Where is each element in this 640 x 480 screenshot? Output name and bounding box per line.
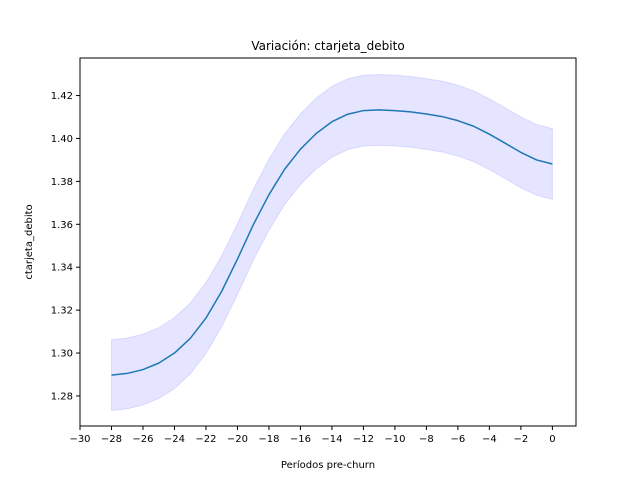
x-tick-label: −22	[195, 434, 216, 445]
confidence-band-layer	[110, 74, 553, 412]
x-tick-label: −10	[384, 434, 405, 445]
x-tick-label: −30	[69, 434, 90, 445]
x-tick-label: −6	[451, 434, 466, 445]
chart-title: Variación: ctarjeta_debito	[251, 39, 404, 53]
y-tick-label: 1.34	[51, 263, 73, 274]
x-axis-title: Períodos pre-churn	[281, 459, 375, 471]
y-tick-label: 1.38	[51, 177, 73, 188]
y-tick-label: 1.40	[51, 134, 73, 145]
x-tick-label: −2	[514, 434, 529, 445]
y-tick-label: 1.30	[51, 349, 73, 360]
y-axis: 1.28 1.30 1.32 1.34 1.36 1.38 1.40 1.42	[51, 91, 80, 402]
x-tick-label: −12	[353, 434, 374, 445]
x-tick-label: −26	[132, 434, 153, 445]
series-line-layer	[111, 109, 553, 376]
x-tick-label: −20	[227, 434, 248, 445]
y-tick-label: 1.42	[51, 91, 73, 102]
x-axis: −30 −28 −26 −24 −22 −20 −18 −16 −14 −12 −10 −8 −6 −4−…	[69, 426, 556, 445]
y-tick-label: 1.32	[51, 306, 73, 317]
x-tick-label: −14	[321, 434, 342, 445]
x-tick-label: −16	[290, 434, 311, 445]
x-tick-label: 0	[549, 434, 555, 445]
x-tick-label: −24	[164, 434, 185, 445]
y-tick-label: 1.28	[51, 391, 73, 402]
x-tick-label: −8	[419, 434, 434, 445]
x-tick-label: −28	[101, 434, 122, 445]
y-axis-title: ctarjeta_debito	[24, 204, 35, 279]
y-tick-label: 1.36	[51, 220, 73, 231]
x-tick-label: −18	[258, 434, 279, 445]
series-line	[111, 109, 553, 376]
plot-area	[79, 57, 577, 427]
x-tick-label: −4	[482, 434, 497, 445]
confidence-band	[110, 74, 553, 412]
axes-frame	[79, 57, 577, 427]
